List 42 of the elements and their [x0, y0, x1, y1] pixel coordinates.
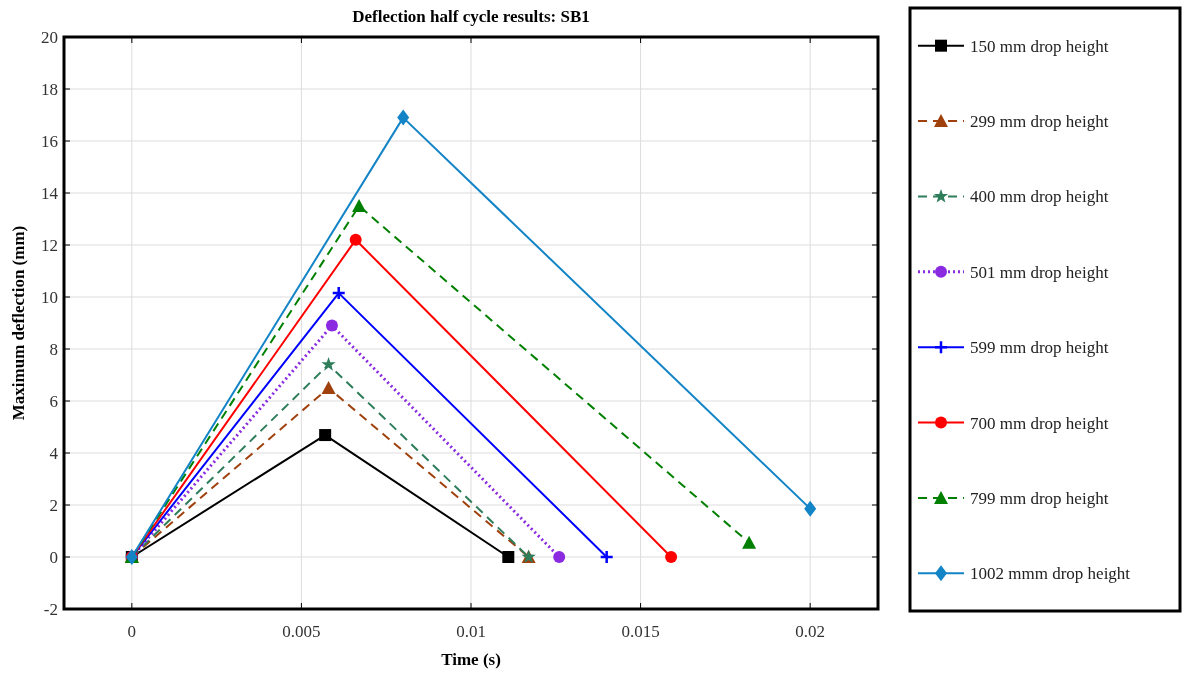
- point: [502, 551, 515, 563]
- y-axis-title: Maximum deflection (mm): [9, 225, 28, 421]
- x-tick-label: 0.01: [456, 622, 486, 641]
- legend-label: 799 mm drop height: [970, 488, 1109, 508]
- y-tick-label: 6: [49, 392, 58, 411]
- point: [397, 109, 410, 126]
- point: [599, 549, 614, 565]
- x-tick-label: 0: [127, 622, 137, 641]
- point: [321, 381, 336, 394]
- y-tick-label: 16: [41, 132, 58, 151]
- chart-title: Deflection half cycle results: SB1: [352, 7, 590, 26]
- legend-label: 400 mm drop height: [970, 187, 1109, 207]
- x-tick-label: 0.005: [282, 622, 321, 641]
- point: [553, 551, 566, 563]
- y-tick-label: 10: [41, 288, 58, 307]
- y-tick-label: 18: [41, 80, 58, 99]
- point: [321, 357, 336, 371]
- point: [352, 199, 367, 212]
- legend-label: 1002 mmm drop height: [970, 564, 1131, 584]
- y-tick-label: 14: [41, 184, 59, 203]
- legend-label: 501 mm drop height: [970, 262, 1109, 282]
- point: [319, 429, 332, 442]
- point: [804, 500, 817, 517]
- y-tick-label: 2: [49, 496, 58, 515]
- point: [665, 551, 678, 563]
- y-tick-label: 20: [41, 28, 58, 47]
- legend-label: 599 mm drop height: [970, 338, 1109, 358]
- y-tick-label: 12: [41, 236, 58, 255]
- point: [349, 233, 362, 246]
- point: [331, 285, 346, 301]
- y-tick-label: 8: [49, 340, 58, 359]
- x-axis-title: Time (s): [441, 650, 501, 669]
- point: [325, 319, 338, 332]
- legend-label: 150 mm drop height: [970, 36, 1109, 56]
- y-tick-label: 4: [49, 444, 59, 463]
- y-tick-label: -2: [43, 600, 58, 619]
- legend-label: 700 mm drop height: [970, 413, 1109, 433]
- point: [742, 535, 757, 549]
- legend-label: 299 mm drop height: [970, 112, 1109, 132]
- y-tick-label: 0: [49, 548, 58, 567]
- x-tick-label: 0.015: [621, 622, 660, 641]
- x-tick-label: 0.02: [795, 622, 826, 641]
